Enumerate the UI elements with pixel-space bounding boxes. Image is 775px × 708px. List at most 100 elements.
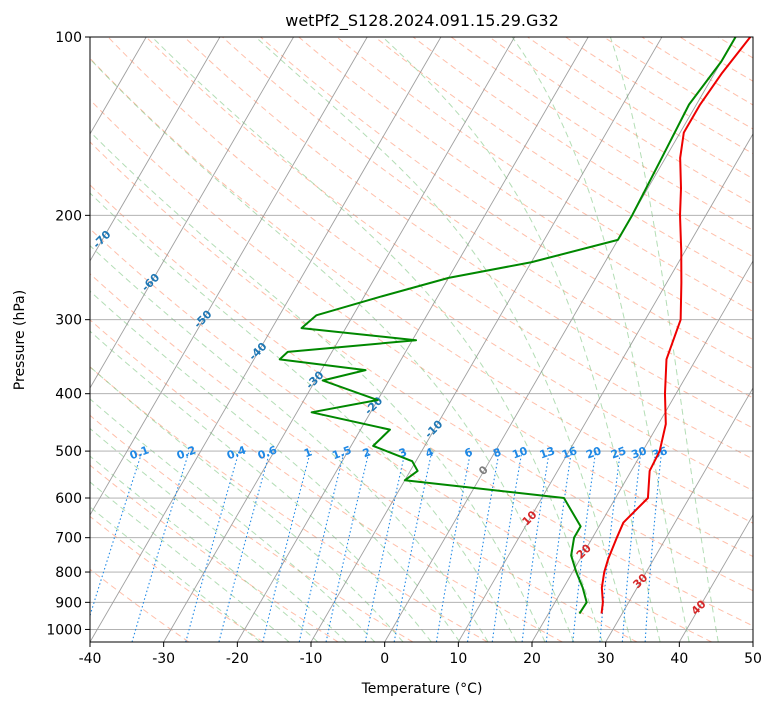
- dry-adiabat: [90, 228, 712, 642]
- isotherm: [90, 37, 368, 516]
- mixing-ratio-label: 3: [397, 445, 409, 460]
- y-tick-label: 900: [55, 595, 82, 611]
- y-axis-ticks: 100 200 300 400 500 600 700 800 900 1000: [46, 30, 90, 638]
- x-axis-label: Temperature (°C): [361, 681, 483, 697]
- moist-adiabat: [382, 37, 661, 642]
- mixing-ratio-label: 25: [609, 444, 628, 461]
- isotherm-label: -20: [362, 394, 385, 417]
- moist-adiabat: [90, 455, 319, 642]
- chart-title: wetPf2_S128.2024.091.15.29.G32: [285, 11, 559, 31]
- x-tick-label: 40: [670, 651, 688, 667]
- mixing-ratio-label: 20: [584, 444, 603, 462]
- mixing-ratio-label: 1: [302, 445, 314, 460]
- isotherm: [384, 37, 736, 642]
- dry-adiabat: [679, 37, 753, 82]
- mixing-ratio-line: [185, 450, 240, 642]
- moist-adiabat: [90, 330, 432, 642]
- isotherm: [678, 514, 753, 642]
- x-axis-ticks: -40 -30 -20 -10 0 10 20 30 40 50: [79, 642, 762, 667]
- mixing-ratio-line: [621, 451, 642, 642]
- moist-adiabat: [90, 398, 376, 642]
- y-axis-label: Pressure (hPa): [12, 290, 28, 390]
- isotherm: [457, 133, 753, 642]
- mixing-ratio-line: [572, 451, 597, 642]
- moist-adiabat: [151, 37, 603, 642]
- mixing-ratio-label: 2: [361, 445, 373, 460]
- y-tick-label: 800: [55, 565, 82, 581]
- mixing-ratio-label: 0.4: [225, 443, 248, 462]
- dry-adiabat: [90, 464, 339, 642]
- y-tick-label: 200: [55, 208, 82, 224]
- mixing-ratio-label: 1.5: [330, 443, 353, 462]
- mixing-ratio-label: 0.2: [175, 443, 198, 462]
- dry-adiabat: [603, 37, 753, 130]
- isotherm-label: -50: [191, 307, 214, 330]
- mixing-ratio-line: [521, 451, 550, 642]
- dry-adiabat: [90, 568, 190, 642]
- isotherm-label: 0: [476, 463, 491, 478]
- mixing-ratio-line: [393, 450, 433, 642]
- isotherm: [90, 37, 442, 642]
- mixing-ratio-line: [262, 450, 312, 642]
- isotherm: [605, 387, 753, 642]
- mixing-ratio-line: [298, 450, 345, 642]
- isotherm: [531, 260, 753, 642]
- x-tick-label: -20: [226, 651, 249, 667]
- mixing-ratio-label: 30: [630, 444, 649, 462]
- y-tick-label: 500: [55, 444, 82, 460]
- y-tick-label: 100: [55, 30, 82, 46]
- mixing-ratio-label: 8: [491, 445, 503, 460]
- x-tick-label: -40: [79, 651, 102, 667]
- moist-adiabat: [90, 427, 347, 642]
- mixing-ratio-line: [131, 450, 190, 642]
- plot-frame: [89, 36, 754, 643]
- temperature-profile: [600, 37, 752, 614]
- mixing-ratio-line: [599, 451, 621, 642]
- dry-adiabat: [90, 99, 753, 558]
- dry-adiabat: [90, 366, 488, 642]
- mixing-ratio-line: [325, 450, 370, 642]
- dry-adiabat: [222, 37, 753, 399]
- y-tick-label: 300: [55, 313, 82, 329]
- mixing-ratio-line: [545, 451, 572, 642]
- moist-adiabat: [90, 244, 489, 642]
- dry-adiabat: [336, 37, 753, 312]
- y-tick-label: 400: [55, 387, 82, 403]
- isotherm-label: 10: [520, 508, 540, 528]
- y-tick-label: 600: [55, 491, 82, 507]
- mixing-ratio-line: [644, 451, 663, 642]
- dry-adiabat: [107, 37, 753, 492]
- isotherm: [0, 37, 73, 642]
- mixing-ratio-line: [491, 451, 523, 642]
- dry-adiabat: [527, 37, 753, 180]
- x-tick-label: 30: [597, 651, 615, 667]
- profiles: [278, 37, 752, 615]
- dry-adiabat: [717, 37, 753, 59]
- dry-adiabat: [90, 319, 563, 642]
- x-tick-label: 20: [523, 651, 541, 667]
- isotherm-label: -90: [10, 111, 33, 134]
- mixing-ratio-label: 16: [560, 444, 579, 462]
- isotherm-label: 20: [574, 541, 594, 561]
- dry-adiabat: [90, 273, 638, 642]
- mixing-ratio-line: [90, 450, 143, 618]
- mixing-ratio-label: 0.6: [256, 443, 279, 462]
- dewpoint-profile: [278, 37, 737, 615]
- dry-adiabat: [90, 414, 414, 642]
- moist-adiabat: [90, 192, 517, 642]
- mixing-ratio-label: 36: [650, 444, 669, 462]
- mixing-ratio-line: [435, 450, 472, 642]
- isotherm-label: 40: [689, 597, 709, 617]
- mixing-ratio-label: 13: [538, 444, 557, 461]
- mixing-ratio-label: 10: [510, 444, 529, 462]
- mixing-ratio-label: 4: [424, 445, 436, 460]
- isotherm-label: -100: [0, 22, 13, 51]
- moist-adiabat: [90, 290, 461, 642]
- moist-adiabat: [609, 37, 719, 642]
- dry-adiabat: [90, 141, 753, 592]
- y-tick-label: 700: [55, 531, 82, 547]
- mixing-ratio-label: 0.1: [128, 443, 151, 462]
- dry-adiabat: [90, 515, 264, 642]
- mixing-ratio-label: 6: [463, 445, 475, 460]
